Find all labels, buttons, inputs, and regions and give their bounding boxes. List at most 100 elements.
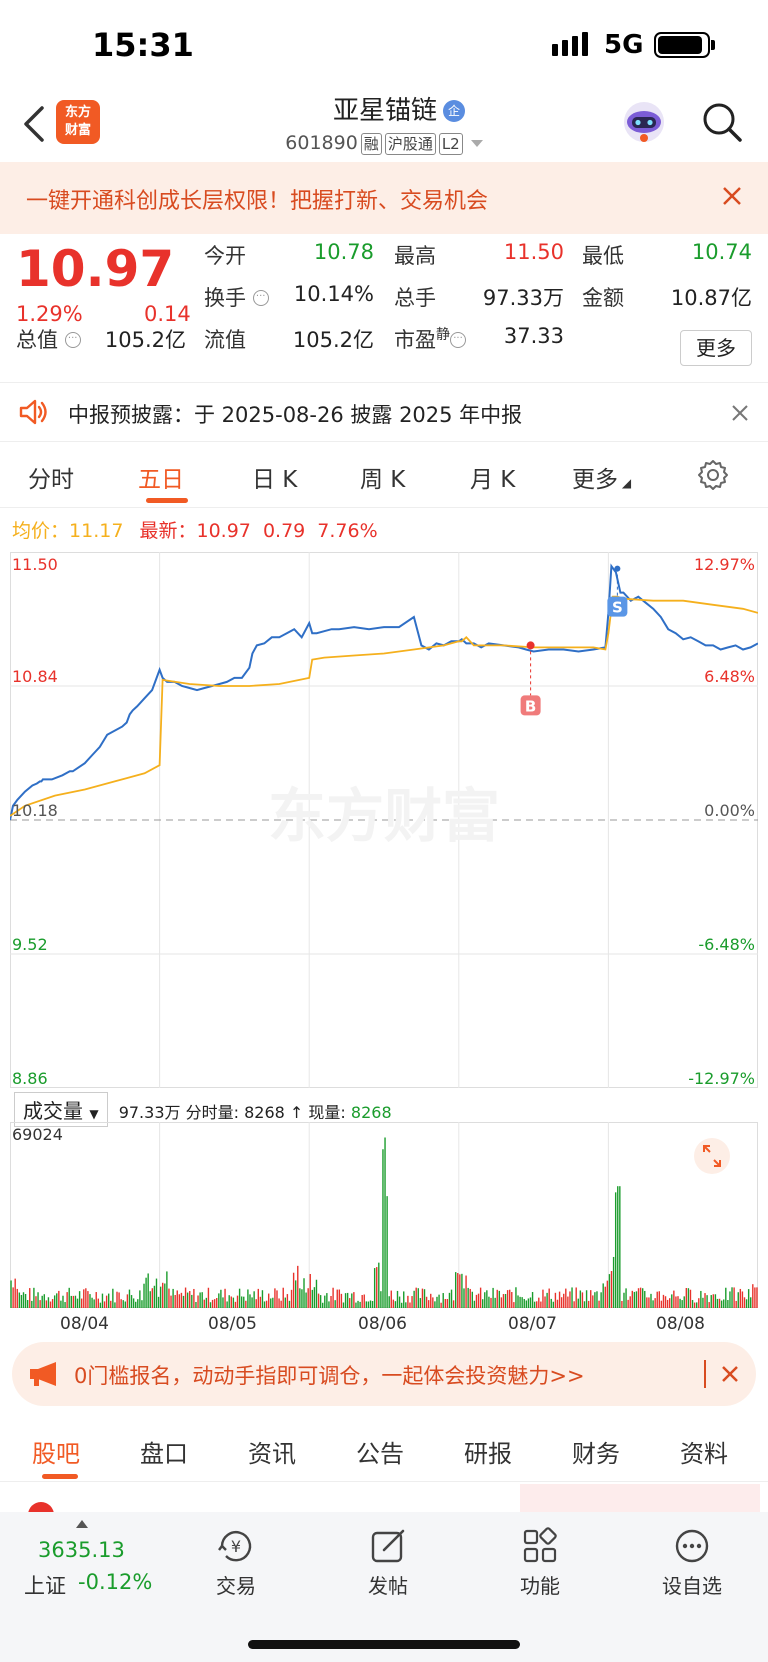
latest-percent: 7.76% [317, 520, 378, 542]
index-value[interactable]: 3635.13 [38, 1538, 125, 1562]
index-percent[interactable]: -0.12% [78, 1570, 153, 1594]
report-notice[interactable]: 中报预披露：于 2025-08-26 披露 2025 年中报 [0, 382, 768, 442]
trade-yen-icon: ¥ [218, 1531, 252, 1562]
active-tab-indicator [146, 498, 188, 503]
settings-gear-icon[interactable] [696, 458, 730, 492]
volume-value: 97.33万 [482, 286, 564, 310]
close-icon[interactable] [720, 1364, 740, 1384]
change-amount: 0.14 [144, 302, 191, 326]
info-icon[interactable]: ··· [252, 290, 269, 306]
promo-text: 一键开通科创成长层权限！把握打新、交易机会 [26, 189, 489, 214]
home-indicator [248, 1640, 520, 1649]
date-label: 08/07 [508, 1314, 557, 1334]
tab-financials[interactable]: 财务 [572, 1440, 620, 1468]
promo-banner[interactable]: 一键开通科创成长层权限！把握打新、交易机会 [0, 162, 768, 234]
enterprise-badge-icon: 企 [443, 100, 465, 122]
tab-order-book[interactable]: 盘口 [140, 1440, 188, 1468]
low-value: 10.74 [691, 240, 752, 264]
more-circle-icon [675, 1529, 709, 1563]
notice-text: 中报预披露：于 2025-08-26 披露 2025 年中报 [68, 403, 523, 427]
svg-text:¥: ¥ [231, 1537, 241, 1556]
volume-total: 97.33万 [118, 1103, 181, 1122]
tab-news[interactable]: 资讯 [248, 1440, 296, 1468]
status-time: 15:31 [92, 26, 194, 64]
tag-l2: L2 [438, 133, 463, 155]
ai-assistant-icon[interactable] [620, 98, 668, 146]
ad-banner[interactable]: 0门槛报名，动动手指即可调仓，一起体会投资魅力>> [12, 1342, 756, 1406]
five-day-price-chart[interactable]: 东方财富 B S 11.50 12.97% 10.84 6.48% 10.18 0.00% 9.5… [10, 552, 758, 1088]
high-label: 最高 [394, 244, 436, 268]
float-label: 流值 [204, 328, 246, 352]
volume-frame [10, 1122, 758, 1308]
back-arrow-icon[interactable] [20, 104, 50, 144]
pe-label[interactable]: 市盈静 ··· [394, 324, 466, 354]
date-label: 08/04 [60, 1314, 109, 1334]
y-tick-left: 10.18 [12, 801, 58, 820]
eastmoney-logo[interactable]: 东方 财富 [56, 100, 100, 144]
expand-icon [703, 1145, 721, 1167]
stock-name: 亚星锚链 [332, 96, 437, 126]
amount-label: 金额 [582, 286, 624, 310]
functions-grid-icon [523, 1527, 557, 1563]
y-tick-right: -12.97% [688, 1069, 755, 1088]
tab-profile[interactable]: 资料 [680, 1440, 728, 1468]
more-quote-button[interactable]: 更多 [680, 330, 752, 366]
low-label: 最低 [582, 244, 624, 268]
forum-content-peek [0, 1484, 768, 1512]
current-volume-value: 8268 [350, 1103, 392, 1122]
tab-more[interactable]: 更多 ◢ [572, 467, 632, 493]
quote-panel: 10.97 1.29% 0.14 今开 10.78 最高 11.50 最低 10… [0, 234, 768, 382]
sell-marker-label: S [612, 599, 623, 617]
volume-max-label: 69024 [12, 1125, 63, 1144]
buy-marker [520, 695, 541, 716]
close-icon[interactable] [730, 403, 750, 423]
ad-text: 0门槛报名，动动手指即可调仓，一起体会投资魅力>> [74, 1364, 585, 1388]
nav-trade[interactable]: ¥ 交易 [186, 1526, 286, 1599]
info-icon[interactable]: ··· [450, 332, 466, 348]
expand-button [694, 1138, 730, 1174]
float-value: 105.2亿 [292, 328, 374, 352]
stock-header: 亚星锚链企 601890 融沪股通 L2 东方 财富 [0, 90, 768, 162]
tab-five-day[interactable]: 五日 [138, 467, 184, 493]
speaker-icon [19, 399, 47, 425]
expand-up-icon[interactable] [76, 1520, 88, 1528]
volume-indicator-select[interactable]: 成交量 ▼ [14, 1092, 108, 1127]
watermark: 东方财富 [268, 782, 500, 850]
y-tick-left: 10.84 [12, 667, 58, 686]
active-tab-indicator [42, 1474, 78, 1479]
chevron-down-icon[interactable] [470, 140, 483, 147]
search-icon[interactable] [700, 100, 744, 144]
tag-margin: 融 [360, 133, 382, 155]
nav-functions[interactable]: 功能 [490, 1526, 590, 1599]
tab-daily-k[interactable]: 日 K [252, 467, 298, 493]
turnover-label[interactable]: 换手 ··· [204, 282, 269, 312]
chart-period-tabs: 分时 五日 日 K 周 K 月 K 更多 ◢ [0, 442, 768, 508]
tab-research[interactable]: 研报 [464, 1440, 512, 1468]
mktcap-label[interactable]: 总值 ··· [16, 324, 81, 354]
nav-post[interactable]: 发帖 [338, 1526, 438, 1599]
content-tabs: 股吧 盘口 资讯 公告 研报 财务 资料 [0, 1418, 768, 1482]
stock-code-line[interactable]: 601890 融沪股通 L2 [0, 132, 768, 155]
tab-weekly-k[interactable]: 周 K [360, 467, 406, 493]
nav-add-watchlist[interactable]: 设自选 [642, 1526, 742, 1599]
stock-title: 亚星锚链企 [0, 90, 768, 127]
tab-intraday[interactable]: 分时 [28, 467, 74, 493]
pe-value: 37.33 [503, 324, 564, 348]
date-label: 08/08 [656, 1314, 705, 1334]
mktcap-value: 105.2亿 [104, 328, 186, 352]
date-label: 08/05 [208, 1314, 257, 1334]
y-tick-right: 6.48% [704, 667, 755, 686]
info-icon[interactable]: ··· [64, 332, 81, 348]
tab-forum[interactable]: 股吧 [32, 1440, 80, 1468]
index-name[interactable]: 上证 [24, 1574, 66, 1598]
price-legend: 均价：11.17 最新：10.97 0.79 7.76% [12, 516, 378, 543]
tag-connect: 沪股通 [384, 133, 436, 155]
tab-announcements[interactable]: 公告 [356, 1440, 404, 1468]
volume-chart[interactable]: 69024 [10, 1122, 758, 1308]
close-icon[interactable] [718, 182, 746, 210]
latest-change: 0.79 [262, 520, 306, 542]
network-type: 5G [604, 30, 644, 60]
date-label: 08/06 [358, 1314, 407, 1334]
change-percent: 1.29% [16, 302, 83, 326]
tab-monthly-k[interactable]: 月 K [470, 467, 516, 493]
